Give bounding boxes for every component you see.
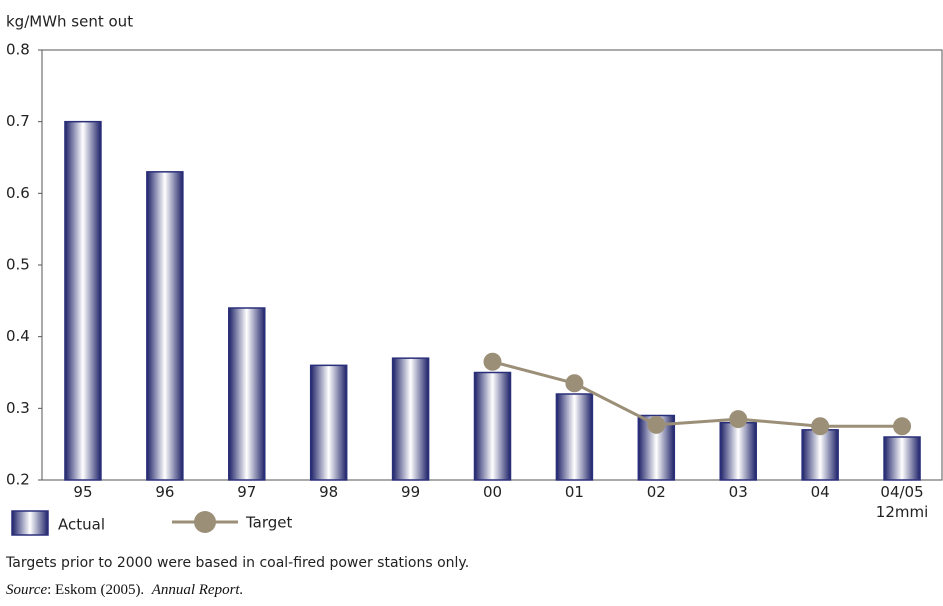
x-tick-label: 99 <box>401 483 421 501</box>
y-tick-label: 0.3 <box>6 399 30 417</box>
x-tick-label: 01 <box>564 483 584 501</box>
x-tick-label: 04/05 12mmi <box>875 483 929 521</box>
source: Source: Eskom (2005). Annual Report. <box>6 582 243 599</box>
bar <box>719 421 757 481</box>
x-tick-label: 03 <box>728 483 748 501</box>
x-tick-label: 95 <box>73 483 93 501</box>
bar <box>64 120 102 481</box>
x-tick-label: 96 <box>155 483 175 501</box>
y-tick-label: 0.4 <box>6 327 30 345</box>
y-tick-label: 0.8 <box>6 41 30 59</box>
source-publication: Annual Report. <box>151 582 244 598</box>
bar <box>391 357 430 481</box>
x-tick-label: 98 <box>319 483 339 501</box>
bar <box>146 171 184 481</box>
bar <box>473 371 512 481</box>
x-tick-label: 97 <box>237 483 257 501</box>
legend-swatch <box>11 510 49 536</box>
y-axis-label: kg/MWh sent out <box>6 13 133 31</box>
footnote: Targets prior to 2000 were based in coal… <box>6 555 470 571</box>
x-tick-label: 04 <box>810 483 830 501</box>
bar <box>555 393 594 481</box>
legend-swatch <box>194 511 216 533</box>
legend-label: Actual <box>58 516 105 534</box>
target-dot <box>565 374 584 393</box>
legend-item: Actual <box>11 510 105 536</box>
target-dot <box>729 410 748 429</box>
bar <box>228 307 266 481</box>
y-tick-label: 0.5 <box>6 256 30 274</box>
target-dot <box>811 417 830 436</box>
bar <box>309 364 348 481</box>
source-label: Source <box>6 582 48 598</box>
y-tick-label: 0.6 <box>6 184 30 202</box>
bar <box>801 429 839 481</box>
legend-label: Target <box>245 514 293 532</box>
source-text: : Eskom (2005). <box>47 582 145 598</box>
target-line <box>492 360 903 428</box>
target-dot <box>647 415 666 434</box>
bar <box>883 436 921 481</box>
legend-item: Target <box>172 511 293 533</box>
y-tick-label: 0.7 <box>6 112 30 130</box>
x-tick-label: 02 <box>646 483 666 501</box>
y-tick-label: 0.2 <box>6 471 30 489</box>
target-dot <box>483 352 502 371</box>
x-tick-label: 00 <box>482 483 503 501</box>
target-dot <box>893 417 912 436</box>
